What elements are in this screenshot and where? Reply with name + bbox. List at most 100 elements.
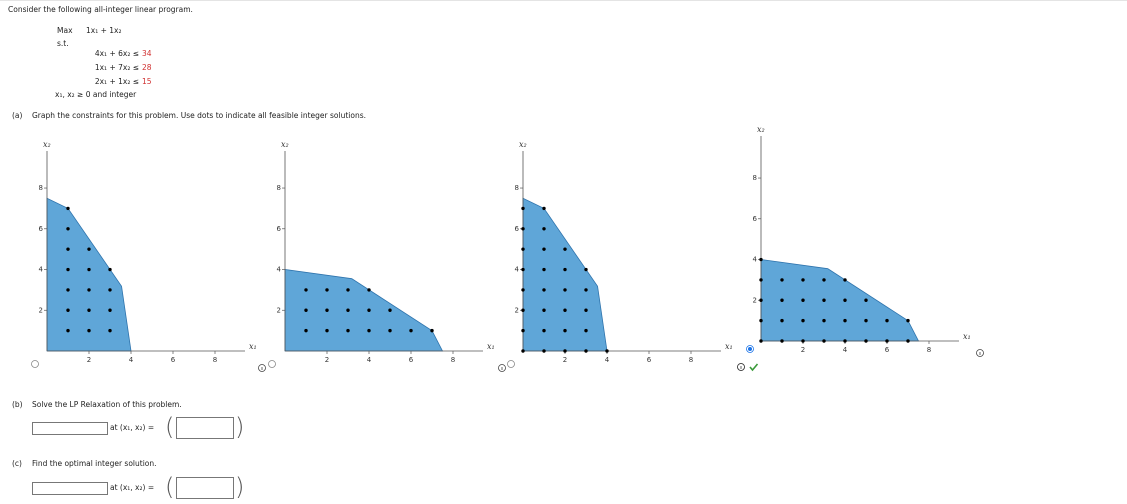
x-axis-label: x₁ [963, 332, 971, 341]
integer-point [521, 267, 525, 272]
y-tick-label: 2 [753, 296, 757, 304]
integer-point [66, 288, 70, 292]
constraint-lhs: 2x₁ + 1x₂ ≤ [94, 77, 139, 86]
integer-point [304, 308, 308, 312]
info-icon[interactable] [498, 364, 506, 372]
integer-point [563, 267, 567, 272]
y-tick-label: 6 [515, 225, 520, 233]
integer-point [759, 278, 763, 282]
integer-point [843, 318, 847, 323]
integer-point [409, 328, 413, 333]
value-input[interactable] [32, 422, 108, 435]
y-tick-label: 4 [515, 266, 520, 274]
at-label: at (x₁, x₂) = [110, 483, 155, 492]
integer-point [521, 349, 525, 353]
integer-point [108, 308, 112, 312]
integer-point [87, 328, 91, 333]
y-tick-label: 4 [753, 256, 758, 264]
x-tick-label: 4 [605, 356, 610, 364]
constraint-lhs: 1x₁ + 7x₂ ≤ [94, 63, 139, 72]
nonneg: x₁, x₂ ≥ 0 and integer [55, 90, 137, 99]
x-tick-label: 8 [927, 346, 931, 354]
integer-point [801, 318, 805, 323]
y-tick-label: 8 [39, 184, 43, 192]
radio-button[interactable] [268, 360, 276, 368]
radio-button[interactable] [507, 360, 515, 368]
part-label: (a) [12, 111, 23, 120]
point-input[interactable] [176, 477, 234, 499]
info-icon[interactable] [258, 364, 266, 372]
at-label: at (x₁, x₂) = [110, 423, 155, 432]
integer-point [66, 267, 70, 272]
y-axis-label: x₂ [281, 140, 289, 149]
x-tick-label: 6 [409, 356, 414, 364]
point-input[interactable] [176, 417, 234, 439]
objective: 1x₁ + 1x₂ [86, 26, 122, 35]
value-input[interactable] [32, 482, 108, 495]
integer-point [759, 257, 763, 262]
integer-point [864, 339, 868, 343]
y-axis-label: x₂ [43, 140, 51, 149]
integer-point [346, 288, 350, 292]
integer-point [367, 288, 371, 292]
x-axis-label: x₁ [487, 342, 495, 351]
y-tick-label: 2 [39, 306, 43, 314]
x-tick-label: 4 [843, 346, 848, 354]
x-tick-label: 6 [647, 356, 652, 364]
constraint-rhs: 15 [142, 77, 152, 86]
integer-point [325, 328, 329, 333]
x-tick-label: 2 [325, 356, 329, 364]
info-icon [737, 363, 745, 371]
integer-point [542, 267, 546, 272]
integer-point [542, 227, 546, 231]
feasible-region [522, 197, 608, 352]
integer-point [521, 247, 525, 251]
integer-point [885, 318, 889, 323]
y-tick-label: 8 [515, 184, 519, 192]
integer-point [801, 278, 805, 282]
integer-point [563, 328, 567, 333]
integer-point [66, 227, 70, 231]
integer-point [864, 318, 868, 323]
y-tick-label: 6 [277, 225, 282, 233]
integer-point [780, 278, 784, 282]
integer-point [521, 206, 525, 211]
y-tick-label: 2 [515, 306, 519, 314]
integer-point [906, 339, 910, 343]
info-icon[interactable] [976, 349, 984, 357]
y-tick-label: 2 [277, 306, 281, 314]
integer-point [66, 247, 70, 251]
part-label: (b) [12, 400, 23, 409]
feasible-region [284, 269, 444, 352]
integer-point [584, 288, 588, 292]
integer-point [584, 349, 588, 353]
integer-point [801, 339, 805, 343]
integer-point [759, 339, 763, 343]
integer-point [430, 328, 434, 333]
integer-point [66, 206, 70, 211]
integer-point [759, 298, 763, 302]
radio-dot [748, 347, 752, 351]
integer-point [843, 278, 847, 282]
integer-point [325, 308, 329, 312]
integer-point [843, 339, 847, 343]
integer-point [822, 278, 826, 282]
integer-point [563, 308, 567, 312]
paren: ( [165, 413, 175, 441]
x-tick-label: 8 [689, 356, 693, 364]
integer-point [542, 247, 546, 251]
check-mark [749, 363, 759, 372]
radio-button[interactable] [31, 360, 39, 368]
integer-point [388, 328, 392, 333]
x-tick-label: 2 [801, 346, 805, 354]
integer-point [87, 308, 91, 312]
integer-point [780, 339, 784, 343]
integer-point [346, 328, 350, 333]
integer-point [759, 318, 763, 323]
integer-point [521, 328, 525, 333]
integer-point [822, 318, 826, 323]
objective-label: Max [57, 26, 73, 35]
integer-point [87, 247, 91, 251]
integer-point [521, 308, 525, 312]
integer-point [87, 288, 91, 292]
